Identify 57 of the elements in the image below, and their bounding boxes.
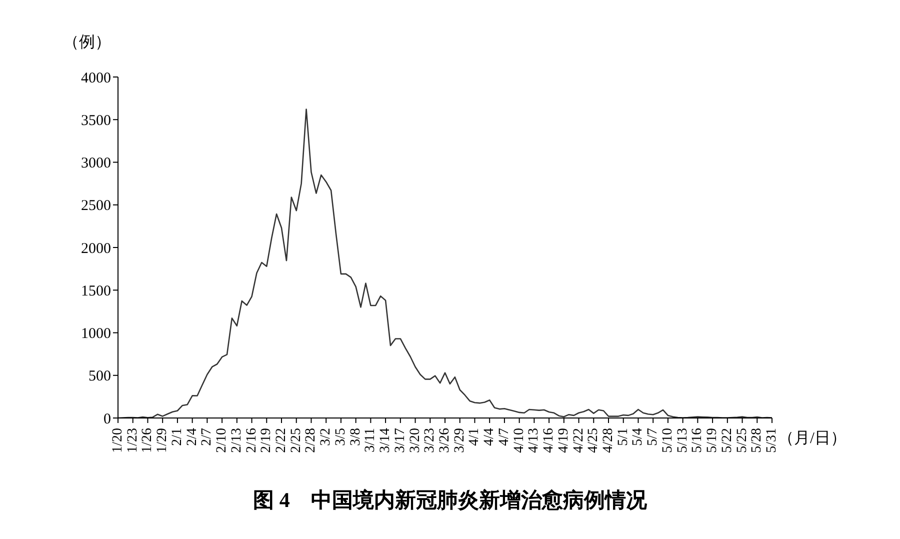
x-tick-label: 5/22	[720, 428, 735, 453]
x-tick-label: 3/5	[333, 428, 348, 446]
x-tick-label: 4/22	[571, 428, 586, 453]
x-tick-label: 4/10	[512, 428, 527, 453]
x-tick-label: 4/4	[482, 428, 498, 446]
y-tick-label: 3000	[81, 156, 111, 172]
y-axis-title: （例）	[63, 33, 111, 53]
x-tick-label: 4/28	[601, 428, 616, 453]
x-tick-label: 5/1	[616, 428, 631, 446]
x-tick-label: 3/17	[392, 428, 408, 453]
x-tick-label: 3/14	[378, 428, 394, 453]
x-tick-label: 4/19	[556, 428, 572, 453]
x-tick-label: 4/16	[542, 428, 557, 453]
x-tick-label: 3/8	[348, 428, 364, 446]
x-tick-label: 4/25	[586, 428, 602, 453]
x-tick-label: 2/4	[184, 428, 200, 446]
x-tick-label: 2/7	[200, 428, 215, 446]
y-tick-label: 3500	[81, 112, 111, 129]
y-tick-label: 4000	[81, 70, 111, 86]
x-tick-label: 1/26	[140, 428, 156, 453]
x-tick-label: 5/31	[764, 428, 780, 453]
y-tick-label: 1000	[81, 326, 111, 342]
y-tick-label: 1500	[81, 283, 111, 300]
x-tick-label: 5/4	[630, 428, 646, 446]
y-tick-label: 0	[104, 411, 111, 428]
x-tick-label: 2/19	[259, 428, 274, 453]
x-tick-label: 2/16	[244, 428, 260, 453]
x-tick-label: 5/7	[646, 428, 661, 446]
x-tick-label: 3/23	[422, 428, 438, 453]
x-tick-label: 5/13	[675, 428, 690, 453]
x-tick-label: 5/25	[734, 428, 750, 453]
x-tick-label: 3/11	[363, 428, 378, 452]
x-tick-label: 4/1	[467, 428, 482, 446]
x-tick-label: 5/19	[705, 428, 720, 453]
x-tick-label: 5/28	[750, 428, 765, 453]
x-tick-label: 2/22	[274, 428, 289, 453]
text: 图 4 中国境内新冠肺炎新增治愈病例情况	[252, 487, 648, 514]
x-tick-label: 2/13	[229, 428, 244, 453]
x-tick-label: 3/2	[318, 428, 334, 446]
x-tick-label: 4/7	[496, 428, 512, 446]
x-tick-label: 1/23	[125, 428, 140, 453]
x-tick-label: 5/10	[660, 428, 676, 453]
x-tick-label: 3/26	[438, 428, 452, 453]
y-tick-label: 2500	[81, 198, 111, 214]
x-tick-label: 3/20	[408, 428, 423, 453]
x-tick-label: 3/29	[452, 428, 468, 453]
x-tick-label: 2/10	[214, 428, 230, 453]
y-tick-label: 2000	[81, 240, 111, 257]
x-tick-label: 2/1	[170, 428, 185, 446]
x-tick-label: 4/13	[526, 428, 542, 453]
x-axis-title: （月/日）	[778, 429, 846, 449]
x-tick-label: 1/20	[110, 428, 126, 453]
x-tick-label: 5/16	[690, 428, 706, 453]
x-tick-label: 2/25	[288, 428, 304, 453]
x-tick-label: 2/28	[304, 428, 319, 453]
x-tick-label: 1/29	[155, 428, 170, 453]
y-tick-label: 500	[88, 368, 111, 385]
